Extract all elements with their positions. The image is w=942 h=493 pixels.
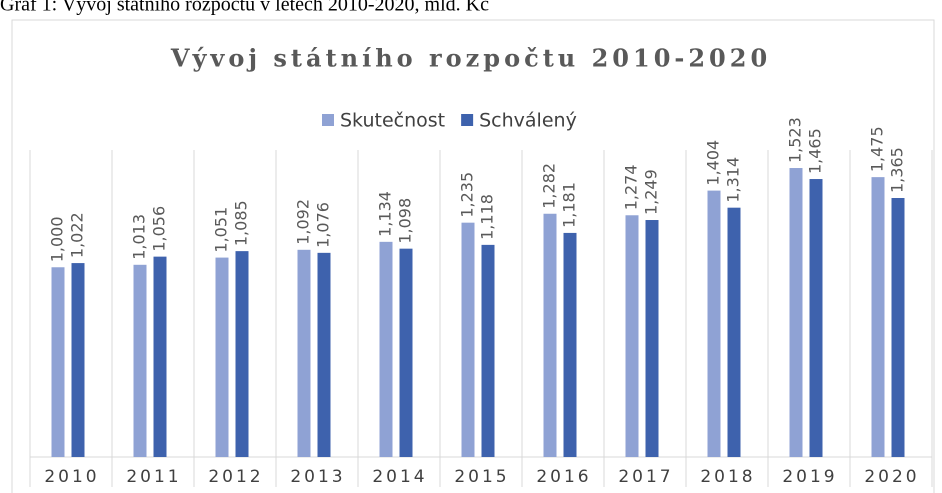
bar [727, 207, 741, 457]
data-label: 1,056 [150, 206, 169, 252]
bar [645, 220, 659, 457]
data-label: 1,365 [888, 147, 907, 193]
data-label: 1,022 [68, 212, 87, 258]
legend-swatch [461, 114, 474, 126]
bar [379, 241, 393, 457]
legend-label: Skutečnost [340, 110, 445, 132]
chart-title: Vývoj státního rozpočtu 2010-2020 [170, 44, 771, 73]
data-label: 1,523 [786, 117, 805, 163]
bar [891, 198, 905, 457]
x-tick-label: 2019 [782, 467, 837, 487]
data-label: 1,051 [212, 207, 231, 253]
bar [707, 190, 721, 458]
chart-border [11, 19, 935, 493]
bar [133, 264, 147, 457]
bar [297, 249, 311, 457]
bar [399, 248, 413, 457]
x-tick-label: 2012 [208, 467, 263, 487]
bar [153, 256, 167, 457]
bar [871, 177, 885, 457]
x-tick-label: 2014 [372, 467, 427, 487]
bar [51, 267, 65, 457]
data-label: 1,092 [294, 199, 313, 245]
bar [563, 232, 577, 457]
bar [809, 179, 823, 458]
data-label: 1,076 [314, 202, 333, 248]
data-label: 1,098 [396, 198, 415, 244]
bar [235, 251, 249, 457]
data-label: 1,282 [540, 163, 559, 209]
bar [461, 222, 475, 457]
data-label: 1,314 [724, 157, 743, 203]
data-label: 1,085 [232, 200, 251, 246]
x-tick-label: 2011 [126, 467, 181, 487]
data-label: 1,235 [458, 172, 477, 218]
bar [543, 213, 557, 457]
legend-swatch [322, 114, 334, 126]
bar [317, 252, 331, 457]
data-label: 1,249 [642, 169, 661, 215]
x-tick-label: 2016 [536, 467, 591, 487]
bar [789, 168, 803, 458]
x-tick-label: 2015 [454, 467, 509, 487]
data-label: 1,465 [806, 128, 825, 174]
bar [625, 215, 639, 457]
x-tick-label: 2018 [700, 467, 755, 487]
x-tick-label: 2010 [44, 467, 99, 487]
data-label: 1,274 [622, 164, 641, 210]
data-label: 1,013 [130, 214, 149, 260]
data-label: 1,181 [560, 182, 579, 228]
bar [71, 263, 85, 457]
legend-label: Schválený [479, 110, 577, 132]
caption: Graf 1: Vývoj státního rozpočtu v letech… [0, 0, 489, 16]
x-tick-label: 2013 [290, 467, 345, 487]
bar [215, 257, 229, 457]
bar [481, 244, 495, 457]
x-tick-label: 2020 [864, 467, 919, 487]
data-label: 1,475 [868, 126, 887, 172]
data-label: 1,134 [376, 191, 395, 237]
x-tick-label: 2017 [618, 467, 673, 487]
data-label: 1,404 [704, 140, 723, 186]
data-label: 1,118 [478, 194, 497, 240]
data-label: 1,000 [48, 216, 67, 262]
